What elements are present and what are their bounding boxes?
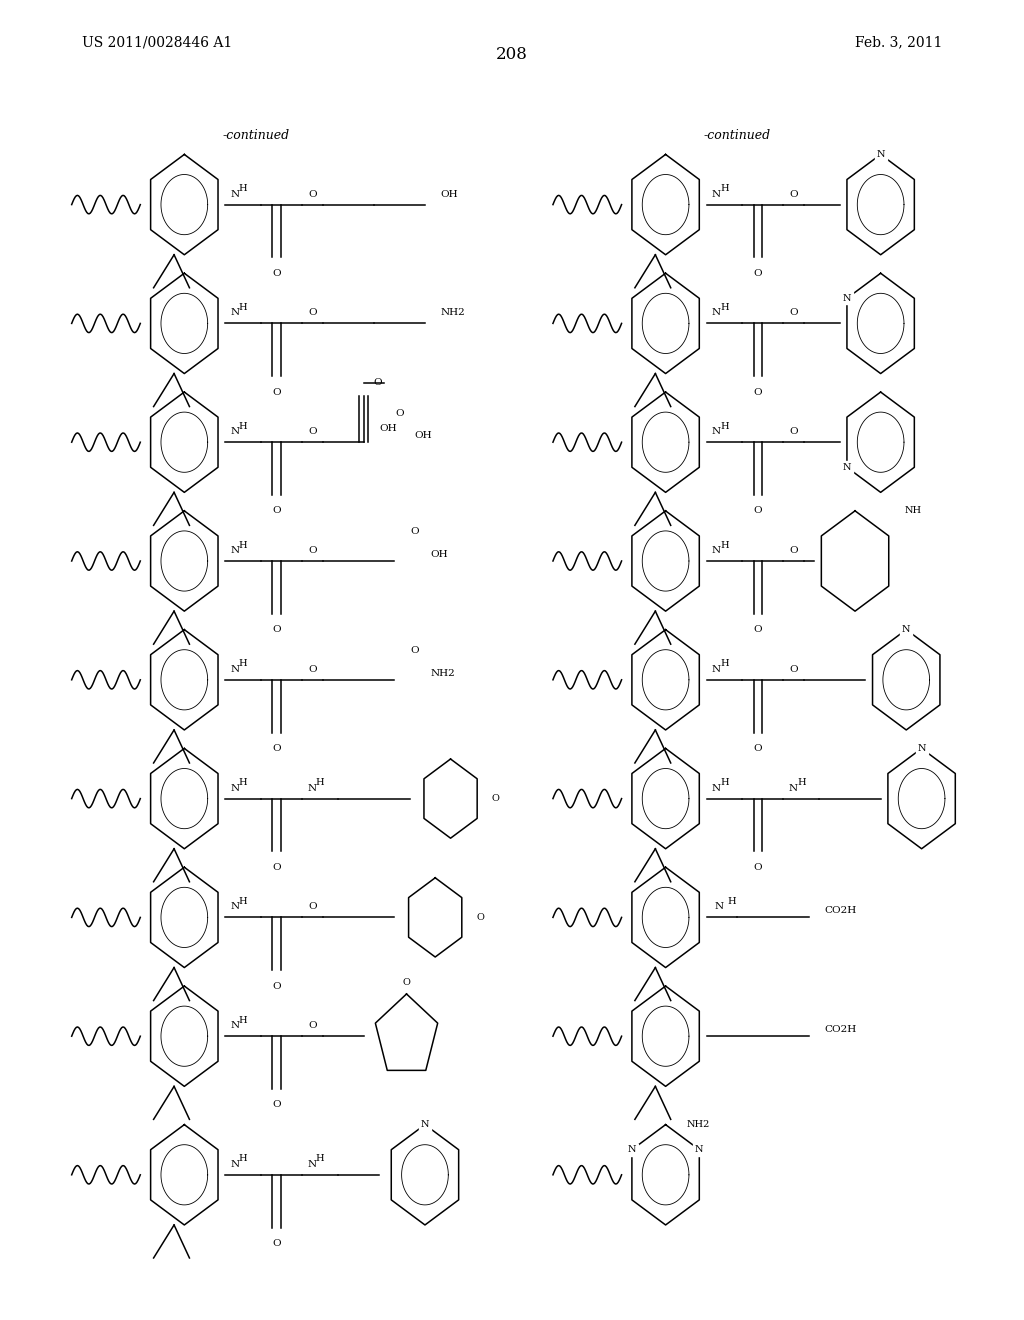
Text: N: N <box>230 1022 240 1030</box>
Text: O: O <box>272 626 281 634</box>
Text: O: O <box>308 309 316 317</box>
Text: N: N <box>307 1160 316 1168</box>
Text: NH: NH <box>904 507 922 515</box>
Text: O: O <box>411 647 419 655</box>
Text: NH2: NH2 <box>686 1121 710 1129</box>
Text: N: N <box>843 463 851 471</box>
Text: O: O <box>790 428 798 436</box>
Text: O: O <box>790 190 798 198</box>
Text: H: H <box>239 1016 248 1024</box>
Text: 208: 208 <box>496 46 528 63</box>
Text: N: N <box>712 190 721 198</box>
Text: N: N <box>712 309 721 317</box>
Text: N: N <box>230 784 240 792</box>
Text: H: H <box>728 898 736 906</box>
Text: N: N <box>230 665 240 673</box>
Text: O: O <box>308 546 316 554</box>
Text: O: O <box>411 528 419 536</box>
Text: O: O <box>308 1022 316 1030</box>
Text: N: N <box>712 665 721 673</box>
Text: N: N <box>628 1146 636 1154</box>
Text: CO2H: CO2H <box>824 1026 856 1034</box>
Text: O: O <box>790 665 798 673</box>
Text: O: O <box>272 1101 281 1109</box>
Text: N: N <box>230 190 240 198</box>
Text: N: N <box>230 428 240 436</box>
Text: OH: OH <box>440 190 458 198</box>
Text: O: O <box>272 863 281 871</box>
Text: O: O <box>272 507 281 515</box>
Text: H: H <box>720 541 729 549</box>
Text: NH2: NH2 <box>440 309 465 317</box>
Text: O: O <box>754 269 762 277</box>
Text: H: H <box>720 779 729 787</box>
Text: H: H <box>239 660 248 668</box>
Text: H: H <box>239 1155 248 1163</box>
Text: N: N <box>230 1160 240 1168</box>
Text: N: N <box>695 1146 703 1154</box>
Text: N: N <box>712 784 721 792</box>
Text: N: N <box>715 903 724 911</box>
Text: O: O <box>395 409 403 417</box>
Text: H: H <box>720 185 729 193</box>
Text: H: H <box>720 422 729 430</box>
Text: O: O <box>374 379 382 387</box>
Text: O: O <box>754 744 762 752</box>
Text: O: O <box>308 428 316 436</box>
Text: -continued: -continued <box>222 128 290 141</box>
Text: OH: OH <box>415 432 432 440</box>
Text: H: H <box>239 422 248 430</box>
Text: H: H <box>239 779 248 787</box>
Text: CO2H: CO2H <box>824 907 856 915</box>
Text: O: O <box>754 507 762 515</box>
Text: N: N <box>712 546 721 554</box>
Text: O: O <box>754 388 762 396</box>
Text: H: H <box>797 779 806 787</box>
Text: N: N <box>788 784 798 792</box>
Text: O: O <box>754 863 762 871</box>
Text: H: H <box>239 304 248 312</box>
Text: O: O <box>272 269 281 277</box>
Text: N: N <box>230 309 240 317</box>
Text: O: O <box>790 309 798 317</box>
Text: O: O <box>308 903 316 911</box>
Text: NH2: NH2 <box>430 669 455 677</box>
Text: O: O <box>308 665 316 673</box>
Text: O: O <box>308 190 316 198</box>
Text: N: N <box>230 546 240 554</box>
Text: OH: OH <box>430 550 447 558</box>
Text: OH: OH <box>379 425 396 433</box>
Text: N: N <box>307 784 316 792</box>
Text: H: H <box>239 541 248 549</box>
Text: H: H <box>720 660 729 668</box>
Text: N: N <box>421 1121 429 1129</box>
Text: H: H <box>315 1155 325 1163</box>
Text: H: H <box>239 185 248 193</box>
Text: O: O <box>272 388 281 396</box>
Text: US 2011/0028446 A1: US 2011/0028446 A1 <box>82 36 232 49</box>
Text: O: O <box>402 978 411 987</box>
Text: O: O <box>754 626 762 634</box>
Text: H: H <box>315 779 325 787</box>
Text: O: O <box>492 795 500 803</box>
Text: O: O <box>476 913 484 921</box>
Text: N: N <box>230 903 240 911</box>
Text: N: N <box>843 294 851 302</box>
Text: O: O <box>272 744 281 752</box>
Text: H: H <box>720 304 729 312</box>
Text: H: H <box>239 898 248 906</box>
Text: O: O <box>272 1239 281 1247</box>
Text: N: N <box>902 626 910 634</box>
Text: O: O <box>272 982 281 990</box>
Text: Feb. 3, 2011: Feb. 3, 2011 <box>855 36 942 49</box>
Text: N: N <box>712 428 721 436</box>
Text: N: N <box>918 744 926 752</box>
Text: -continued: -continued <box>703 128 771 141</box>
Text: O: O <box>790 546 798 554</box>
Text: N: N <box>877 150 885 158</box>
